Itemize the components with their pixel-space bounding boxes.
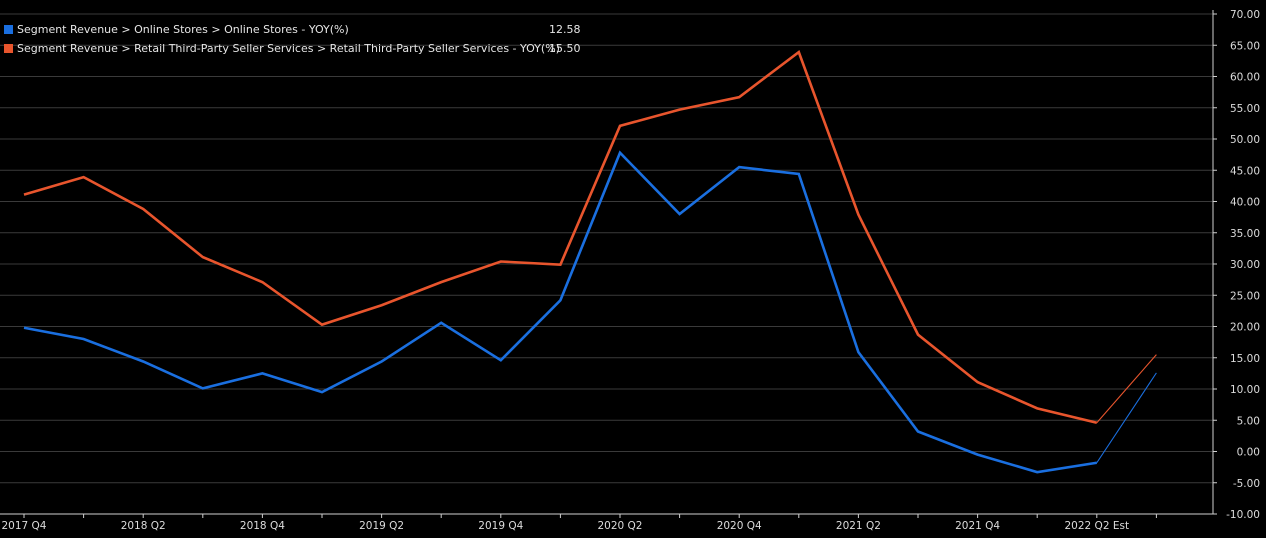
y-tick-label: 65.00: [1230, 40, 1260, 52]
series-line-1: [23, 50, 1098, 425]
legend-label-third-party-seller: Segment Revenue > Retail Third-Party Sel…: [17, 42, 560, 55]
x-tick-label: 2021 Q4: [955, 520, 1000, 532]
y-tick-label: -10.00: [1226, 509, 1260, 521]
series-line-0: [23, 150, 1098, 474]
x-tick-label: 2021 Q2: [836, 520, 881, 532]
y-tick-label: 45.00: [1230, 165, 1260, 177]
x-tick-label: 2020 Q2: [597, 520, 642, 532]
series-lines: [23, 50, 1157, 474]
legend-swatch-third-party-seller: [4, 44, 13, 53]
y-tick-label: 30.00: [1230, 259, 1260, 271]
legend-value-third-party-seller: 15.50: [549, 42, 581, 55]
axes: [0, 10, 1217, 518]
x-tick-label: 2018 Q4: [240, 520, 285, 532]
x-tick-label: 2020 Q4: [717, 520, 762, 532]
legend-swatch-online-stores: [4, 25, 13, 34]
legend-value-online-stores: 12.58: [549, 23, 581, 36]
y-tick-label: 35.00: [1230, 228, 1260, 240]
y-tick-label: 15.00: [1230, 353, 1260, 365]
series-estimate-segment-1: [1096, 354, 1157, 424]
x-tick-labels: 2017 Q4 2018 Q2 2018 Q4 2019 Q2 2019 Q4 2020 …: [1, 520, 1129, 532]
x-tick-label: 2017 Q4: [1, 520, 46, 532]
y-tick-label: 0.00: [1237, 447, 1260, 459]
legend-item-online-stores[interactable]: Segment Revenue > Online Stores > Online…: [4, 20, 604, 39]
y-tick-label: -5.00: [1233, 478, 1260, 490]
y-tick-label: 40.00: [1230, 197, 1260, 209]
legend-item-third-party-seller[interactable]: Segment Revenue > Retail Third-Party Sel…: [4, 39, 604, 58]
y-tick-labels: -10.00 -5.00 0.00 5.00 10.00 15.00 20.00 25.00 3…: [1226, 9, 1260, 521]
y-tick-label: 20.00: [1230, 322, 1260, 334]
y-tick-label: 55.00: [1230, 103, 1260, 115]
y-tick-label: 50.00: [1230, 134, 1260, 146]
x-tick-label: 2019 Q4: [478, 520, 523, 532]
x-tick-label: 2022 Q2 Est: [1065, 520, 1130, 532]
y-tick-label: 25.00: [1230, 290, 1260, 302]
gridlines: [0, 13, 1213, 515]
legend-label-online-stores: Segment Revenue > Online Stores > Online…: [17, 23, 349, 36]
x-tick-label: 2019 Q2: [359, 520, 404, 532]
legend: Segment Revenue > Online Stores > Online…: [4, 20, 604, 58]
y-tick-label: 10.00: [1230, 384, 1260, 396]
x-tick-label: 2018 Q2: [121, 520, 166, 532]
y-tick-label: 70.00: [1230, 9, 1260, 21]
series-estimate-segment-0: [1096, 372, 1157, 464]
y-tick-label: 5.00: [1237, 415, 1260, 427]
y-tick-label: 60.00: [1230, 72, 1260, 84]
